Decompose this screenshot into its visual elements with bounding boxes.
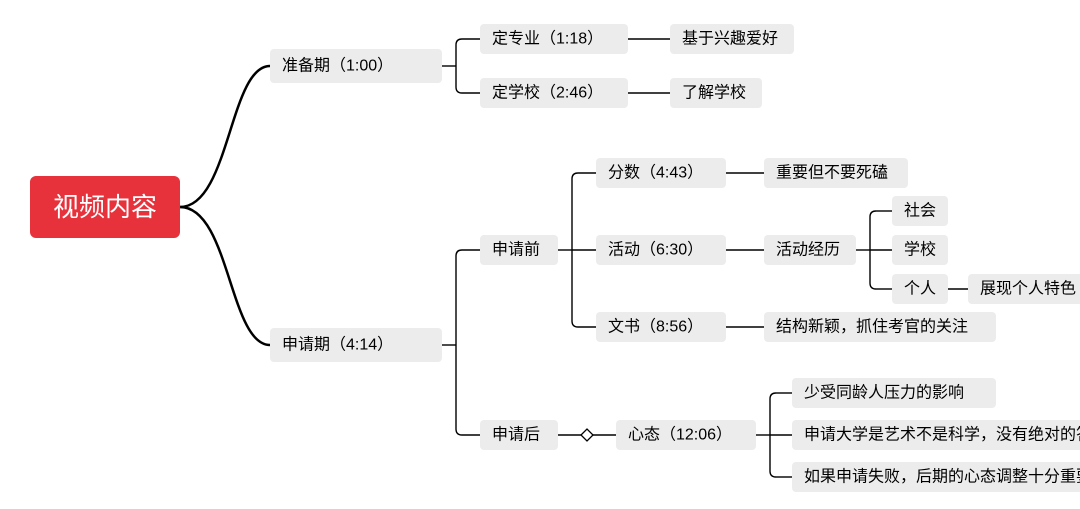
node-label: 心态（12:06） [628, 426, 732, 444]
node-label: 如果申请失败，后期的心态调整十分重要 [804, 468, 1080, 486]
curved-edge [180, 207, 270, 345]
node-label: 申请前 [492, 241, 540, 259]
node-n17: 结构新颖，抓住考官的关注 [764, 312, 996, 342]
node-n4: 定学校（2:46） [480, 78, 628, 108]
node-label: 重要但不要死磕 [776, 164, 888, 182]
node-n6: 申请期（4:14） [270, 328, 442, 362]
nodes-layer: 视频内容 准备期（1:00） 定专业（1:18） 基于兴趣爱好定学校（2:46） 了解学… [30, 24, 1080, 492]
node-label: 文书（8:56） [608, 318, 703, 336]
node-n2: 定专业（1:18） [480, 24, 628, 54]
node-n12: 社会 [892, 196, 948, 226]
node-label: 申请后 [492, 426, 540, 444]
node-label: 个人 [904, 280, 936, 298]
node-label: 了解学校 [682, 84, 746, 102]
root-node: 视频内容 [30, 176, 180, 238]
node-n16: 文书（8:56） [596, 312, 726, 342]
node-n5: 了解学校 [670, 78, 762, 108]
node-label: 分数（4:43） [608, 164, 703, 182]
node-n8: 分数（4:43） [596, 158, 726, 188]
mindmap-canvas: 视频内容 准备期（1:00） 定专业（1:18） 基于兴趣爱好定学校（2:46） 了解学… [0, 0, 1080, 509]
node-label: 学校 [904, 241, 936, 259]
curved-edge [180, 66, 270, 207]
node-label: 活动（6:30） [608, 241, 703, 259]
node-label: 少受同龄人压力的影响 [804, 384, 964, 402]
node-n11: 活动经历 [764, 235, 856, 265]
node-label: 结构新颖，抓住考官的关注 [776, 318, 968, 336]
node-n18: 申请后 [480, 420, 558, 450]
node-n9: 重要但不要死磕 [764, 158, 908, 188]
node-label: 定专业（1:18） [492, 30, 603, 48]
node-label: 基于兴趣爱好 [682, 30, 778, 48]
node-label: 活动经历 [776, 241, 840, 259]
node-label: 申请大学是艺术不是科学，没有绝对的答案 [804, 426, 1080, 444]
root-label: 视频内容 [53, 192, 157, 222]
node-n21: 申请大学是艺术不是科学，没有绝对的答案 [792, 420, 1080, 450]
node-label: 社会 [904, 202, 936, 220]
node-n19: 心态（12:06） [616, 420, 756, 450]
node-n7: 申请前 [480, 235, 558, 265]
node-label: 展现个人特色 [980, 280, 1076, 298]
node-label: 申请期（4:14） [282, 336, 393, 354]
node-n20: 少受同龄人压力的影响 [792, 378, 996, 408]
node-label: 定学校（2:46） [492, 84, 603, 102]
node-n15: 展现个人特色 [968, 274, 1080, 304]
node-n14: 个人 [892, 274, 948, 304]
node-n22: 如果申请失败，后期的心态调整十分重要 [792, 462, 1080, 492]
diamond-marker [581, 429, 593, 441]
node-n1: 准备期（1:00） [270, 49, 442, 83]
node-n13: 学校 [892, 235, 948, 265]
node-n10: 活动（6:30） [596, 235, 726, 265]
node-n3: 基于兴趣爱好 [670, 24, 794, 54]
node-label: 准备期（1:00） [282, 57, 393, 75]
